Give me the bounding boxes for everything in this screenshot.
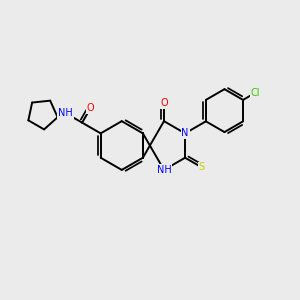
Text: NH: NH: [58, 108, 73, 118]
Text: O: O: [87, 103, 94, 113]
Text: Cl: Cl: [250, 88, 260, 98]
Text: S: S: [199, 162, 205, 172]
Text: NH: NH: [157, 165, 171, 175]
Text: O: O: [160, 98, 168, 108]
Text: N: N: [182, 128, 189, 138]
